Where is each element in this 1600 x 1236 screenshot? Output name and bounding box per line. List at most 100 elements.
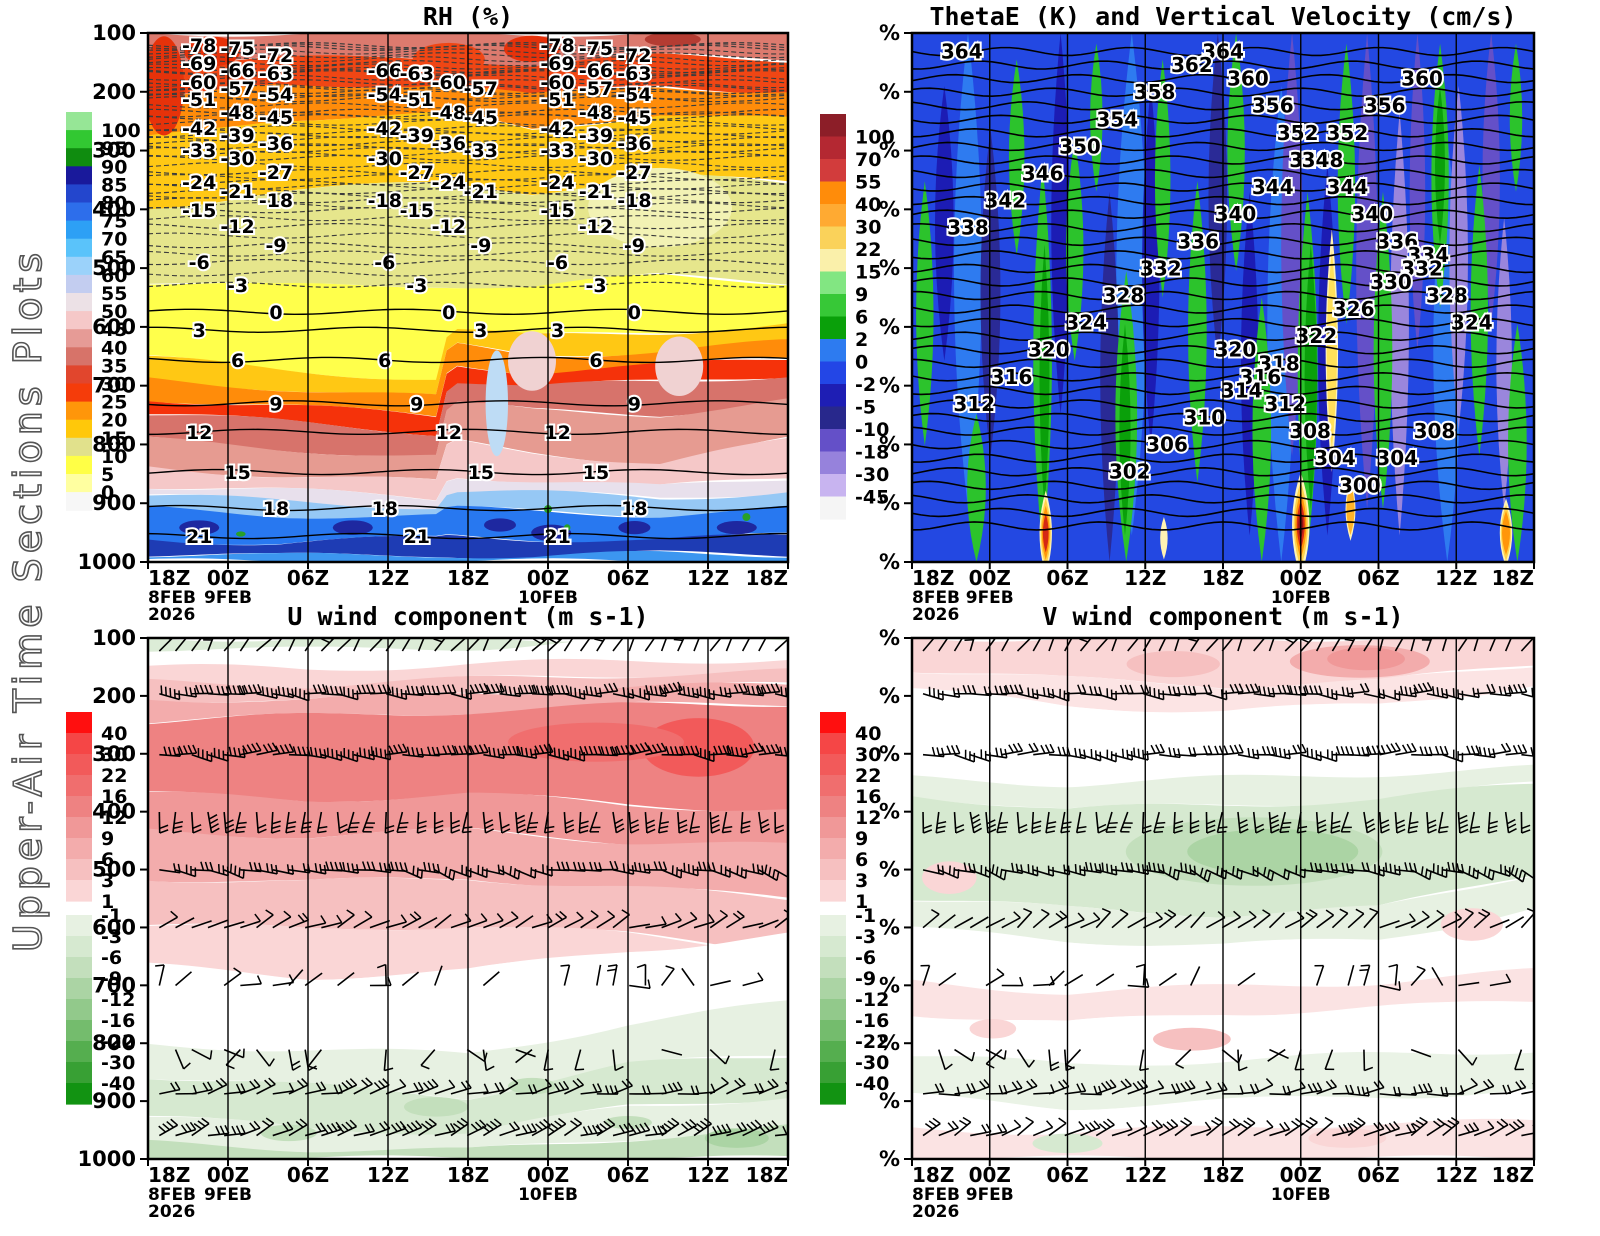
- svg-text:364: 364: [941, 40, 983, 64]
- svg-text:300: 300: [92, 742, 136, 766]
- svg-text:00Z: 00Z: [207, 566, 249, 590]
- svg-text:800: 800: [92, 432, 136, 456]
- svg-text:326: 326: [1333, 297, 1375, 321]
- svg-text:306: 306: [1146, 433, 1188, 457]
- svg-text:-36: -36: [432, 133, 466, 155]
- svg-text:0: 0: [269, 302, 282, 324]
- svg-text:330: 330: [1370, 270, 1412, 294]
- rh-panel-title: RH (%): [422, 2, 514, 31]
- svg-text:-9: -9: [265, 235, 286, 257]
- svg-text:-6: -6: [189, 252, 210, 274]
- svg-text:-15: -15: [182, 200, 216, 222]
- svg-text:-27: -27: [617, 162, 651, 184]
- svg-text:-33: -33: [182, 140, 216, 162]
- svg-text:9FEB: 9FEB: [966, 588, 1014, 608]
- svg-text:308: 308: [1414, 419, 1456, 443]
- svg-text:12Z: 12Z: [367, 566, 409, 590]
- svg-text:00Z: 00Z: [969, 1163, 1011, 1187]
- thetae-panel: 364 3643623603603583563563543523523503483…: [879, 21, 1536, 625]
- svg-text:06Z: 06Z: [1357, 566, 1399, 590]
- svg-text:316: 316: [1239, 365, 1281, 389]
- svg-text:9FEB: 9FEB: [966, 1185, 1014, 1205]
- svg-text:10FEB: 10FEB: [1271, 588, 1331, 608]
- svg-text:%: %: [879, 315, 900, 339]
- svg-text:324: 324: [1451, 311, 1493, 335]
- svg-text:344: 344: [1327, 175, 1369, 199]
- svg-text:1: 1: [855, 891, 868, 913]
- svg-text:-3: -3: [101, 926, 122, 948]
- svg-text:85: 85: [101, 174, 127, 196]
- rh-colorbar: 1009590858075706560555045403530252015105…: [66, 112, 141, 511]
- svg-text:200: 200: [92, 80, 136, 104]
- svg-text:-57: -57: [579, 78, 613, 100]
- svg-text:00Z: 00Z: [207, 1163, 249, 1187]
- svg-text:95: 95: [101, 138, 127, 160]
- svg-text:358: 358: [1134, 80, 1176, 104]
- svg-text:-45: -45: [464, 107, 498, 129]
- svg-text:12: 12: [101, 807, 127, 829]
- svg-text:06Z: 06Z: [287, 1163, 329, 1187]
- svg-text:%: %: [879, 1147, 900, 1171]
- svg-text:25: 25: [101, 392, 127, 414]
- svg-text:6: 6: [855, 849, 868, 871]
- svg-text:%: %: [879, 80, 900, 104]
- svg-text:18: 18: [372, 498, 398, 520]
- svg-text:-3: -3: [406, 275, 427, 297]
- svg-text:-3: -3: [855, 926, 876, 948]
- svg-text:6: 6: [101, 849, 114, 871]
- svg-text:-30: -30: [579, 148, 613, 170]
- svg-text:9: 9: [101, 828, 114, 850]
- uwind-panel: 100200300400500600700800900100018Z8FEB20…: [78, 626, 790, 1222]
- svg-text:0: 0: [628, 302, 641, 324]
- svg-text:0: 0: [442, 302, 455, 324]
- svg-text:100: 100: [92, 21, 136, 45]
- svg-text:-40: -40: [855, 1073, 889, 1095]
- svg-text:21: 21: [404, 526, 430, 548]
- svg-text:22: 22: [855, 765, 881, 787]
- svg-text:3: 3: [551, 320, 564, 342]
- svg-text:12Z: 12Z: [1124, 1163, 1166, 1187]
- svg-text:352: 352: [1327, 121, 1369, 145]
- svg-text:18Z: 18Z: [447, 566, 489, 590]
- v-wind-panel-title: V wind component (m s-1): [1042, 602, 1404, 631]
- svg-text:-12: -12: [432, 216, 466, 238]
- svg-text:-75: -75: [220, 38, 254, 60]
- svg-text:350: 350: [1059, 134, 1101, 158]
- svg-text:06Z: 06Z: [1046, 566, 1088, 590]
- svg-text:-42: -42: [540, 118, 574, 140]
- svg-text:8FEB: 8FEB: [148, 588, 196, 608]
- svg-text:%: %: [879, 1031, 900, 1055]
- svg-text:12Z: 12Z: [687, 1163, 729, 1187]
- svg-text:100: 100: [101, 120, 141, 142]
- svg-text:3: 3: [474, 320, 487, 342]
- svg-text:356: 356: [1252, 94, 1294, 118]
- svg-text:2026: 2026: [148, 1202, 195, 1222]
- svg-text:-10: -10: [855, 419, 889, 441]
- svg-text:18Z: 18Z: [1202, 1163, 1244, 1187]
- svg-text:3: 3: [101, 870, 114, 892]
- svg-text:00Z: 00Z: [527, 1163, 569, 1187]
- svg-text:30: 30: [855, 217, 881, 239]
- svg-text:400: 400: [92, 197, 136, 221]
- svg-text:332: 332: [1401, 256, 1443, 280]
- svg-text:-33: -33: [464, 140, 498, 162]
- svg-text:%: %: [879, 742, 900, 766]
- svg-text:1000: 1000: [78, 550, 136, 574]
- svg-text:9FEB: 9FEB: [204, 1185, 252, 1205]
- svg-text:334: 334: [1407, 243, 1449, 267]
- svg-text:6: 6: [589, 350, 602, 372]
- svg-text:-16: -16: [101, 1010, 135, 1032]
- svg-text:100: 100: [855, 127, 895, 149]
- svg-text:354: 354: [1096, 107, 1138, 131]
- svg-text:300: 300: [1339, 473, 1381, 497]
- svg-text:-69: -69: [182, 53, 216, 75]
- svg-text:-66: -66: [368, 60, 402, 82]
- svg-text:320: 320: [1028, 338, 1070, 362]
- svg-text:-12: -12: [855, 989, 889, 1011]
- svg-text:-60: -60: [432, 72, 466, 94]
- svg-text:40: 40: [855, 194, 881, 216]
- svg-text:-57: -57: [220, 78, 254, 100]
- svg-text:900: 900: [92, 1089, 136, 1113]
